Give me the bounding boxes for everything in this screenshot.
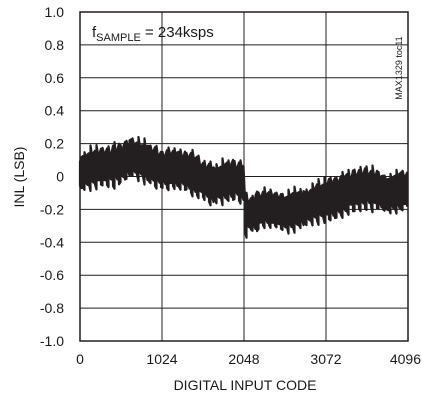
y-tick-labels: 1.0 0.8 0.6 0.4 0.2 0 -0.2 -0.4 -0.6 -0.8 -1.0 [40, 4, 64, 349]
x-tick-label: 2048 [228, 351, 259, 367]
plot-area [78, 135, 409, 239]
x-tick-labels: 0 1024 2048 3072 4096 [76, 351, 421, 367]
plot-frame [79, 11, 409, 342]
y-tick-label: -1.0 [40, 333, 64, 349]
y-tick-label: -0.2 [40, 201, 64, 217]
y-tick-label: 0.2 [45, 136, 65, 152]
y-tick-label: -0.4 [40, 234, 64, 250]
sample-rate-annotation: fSAMPLE = 234ksps [92, 24, 214, 44]
plot-border [79, 11, 409, 342]
x-tick-label: 3072 [310, 351, 341, 367]
figure-code: MAX1329 toc11 [394, 36, 404, 99]
x-tick-label: 1024 [146, 351, 177, 367]
y-tick-label: 0.4 [45, 103, 65, 119]
x-axis-title: DIGITAL INPUT CODE [174, 377, 317, 393]
y-tick-label: -0.8 [40, 300, 64, 316]
y-tick-label: 1.0 [45, 4, 65, 20]
y-tick-label: 0.8 [45, 37, 65, 53]
y-tick-label: 0 [56, 169, 64, 185]
y-axis-title: INL (LSB) [11, 147, 27, 208]
y-tick-label: 0.6 [45, 70, 65, 86]
x-tick-label: 0 [76, 351, 84, 367]
x-tick-label: 4096 [390, 351, 421, 367]
y-tick-label: -0.6 [40, 267, 64, 283]
inl-series-band [78, 135, 409, 239]
